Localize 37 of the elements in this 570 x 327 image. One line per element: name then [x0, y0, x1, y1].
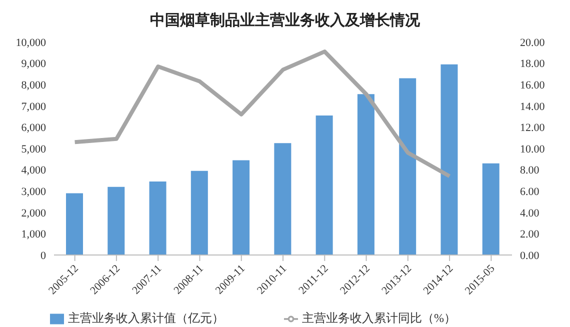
bar	[399, 78, 416, 255]
legend-label: 主营业务收入累计同比（%）	[302, 311, 456, 325]
chart-title: 中国烟草制品业主营业务收入及增长情况	[149, 10, 421, 31]
y-tick-label: 5,000	[21, 143, 46, 156]
bar	[316, 115, 333, 255]
y-tick-label: 1,000	[21, 228, 46, 241]
y2-tick-label: 2.00	[520, 228, 540, 241]
y-tick-label: 4,000	[21, 164, 46, 177]
bar	[66, 193, 83, 255]
y2-tick-label: 0.00	[520, 250, 540, 262]
y-tick-label: 6,000	[21, 122, 46, 134]
y-tick-label: 10,000	[16, 36, 46, 49]
y2-tick-label: 10.00	[520, 143, 546, 156]
y-tick-label: 0	[40, 250, 46, 262]
bar	[232, 160, 250, 255]
bar	[149, 182, 166, 255]
y-tick-label: 7,000	[21, 100, 46, 113]
y2-tick-label: 4.00	[520, 207, 540, 220]
y2-tick-label: 16.00	[520, 80, 546, 92]
y2-tick-label: 20.00	[520, 36, 546, 49]
y2-tick-label: 8.00	[520, 164, 540, 177]
line-series	[72, 50, 452, 178]
bar	[108, 186, 125, 255]
bar	[274, 143, 292, 255]
y2-tick-label: 12.00	[520, 122, 546, 134]
bar	[482, 163, 500, 255]
y-tick-label: 8,000	[21, 80, 46, 92]
y-tick-label: 3,000	[21, 186, 46, 198]
bar	[190, 170, 208, 255]
bar	[357, 94, 374, 255]
y-tick-label: 2,000	[21, 207, 46, 220]
y2-tick-label: 18.00	[520, 58, 546, 70]
y-tick-label: 9,000	[21, 58, 46, 70]
y2-tick-label: 14.00	[520, 100, 546, 113]
legend-label: 主营业务收入累计值（亿元）	[68, 311, 224, 325]
bar	[440, 64, 458, 255]
y2-tick-label: 6.00	[520, 186, 540, 198]
